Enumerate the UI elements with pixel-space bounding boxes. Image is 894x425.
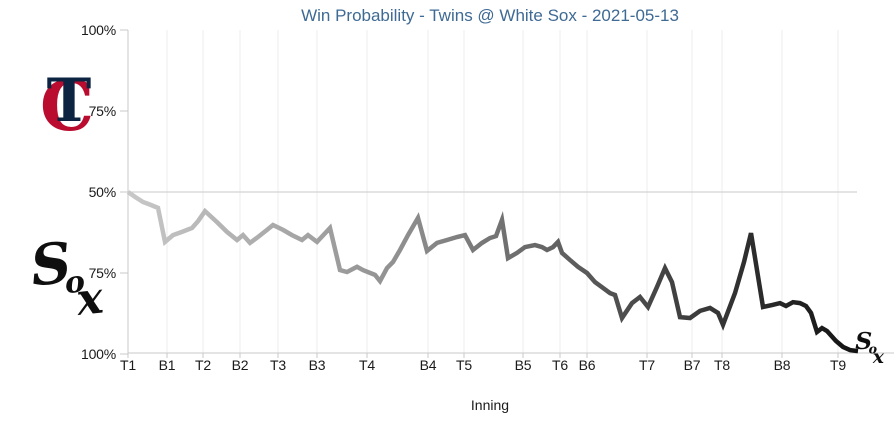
x-tick-label: B2: [232, 357, 249, 373]
x-tick-label: B3: [309, 357, 326, 373]
x-tick-label: B6: [579, 357, 596, 373]
x-tick-label: B8: [774, 357, 791, 373]
sox-endpoint-letter-o: o: [869, 341, 877, 356]
sox-logo-letter-s: S: [27, 230, 74, 300]
chart-title: Win Probability - Twins @ White Sox - 20…: [301, 6, 679, 25]
sox-logo-letter-x: x: [73, 272, 106, 326]
x-axis-title: Inning: [470, 397, 510, 413]
y-tick-label: 50%: [89, 184, 116, 200]
x-tick-label: T2: [195, 357, 211, 373]
sox-endpoint-letter-s: S: [855, 327, 872, 355]
x-tick-label: T3: [270, 357, 286, 373]
x-tick-label: T6: [552, 357, 568, 373]
x-axis-ticks: T1 B1 T2 B2 T3 B3 T4 B4 T5 B5 T6 B6 T7 B7 T8 B8 T9: [120, 353, 847, 373]
y-axis-ticks: 100% 75% 50% 75% 100%: [81, 22, 128, 362]
x-tick-label: T4: [359, 357, 375, 373]
sox-endpoint-letter-x: x: [872, 347, 885, 368]
y-tick-label: 100%: [81, 346, 116, 362]
sox-logo-letter-o: o: [63, 264, 87, 301]
x-tick-label: T9: [830, 357, 846, 373]
x-tick-label: T5: [456, 357, 472, 373]
y-tick-label: 75%: [89, 265, 116, 281]
x-tick-label: T8: [714, 357, 730, 373]
x-tick-label: B4: [420, 357, 437, 373]
x-tick-label: B5: [515, 357, 532, 373]
y-tick-label: 75%: [89, 103, 116, 119]
x-tick-label: T1: [120, 357, 136, 373]
x-tick-label: B1: [159, 357, 176, 373]
y-tick-label: 100%: [81, 22, 116, 38]
x-tick-label: T7: [639, 357, 655, 373]
whitesox-logo: S o x: [27, 230, 106, 326]
twins-logo-letter-c: C: [40, 67, 94, 147]
win-probability-line[interactable]: [126, 190, 859, 354]
twins-logo-letter-t: T: [47, 66, 92, 136]
x-tick-label: B7: [684, 357, 701, 373]
whitesox-endpoint-logo: S o x: [855, 327, 885, 368]
twins-logo: C T: [40, 66, 94, 147]
